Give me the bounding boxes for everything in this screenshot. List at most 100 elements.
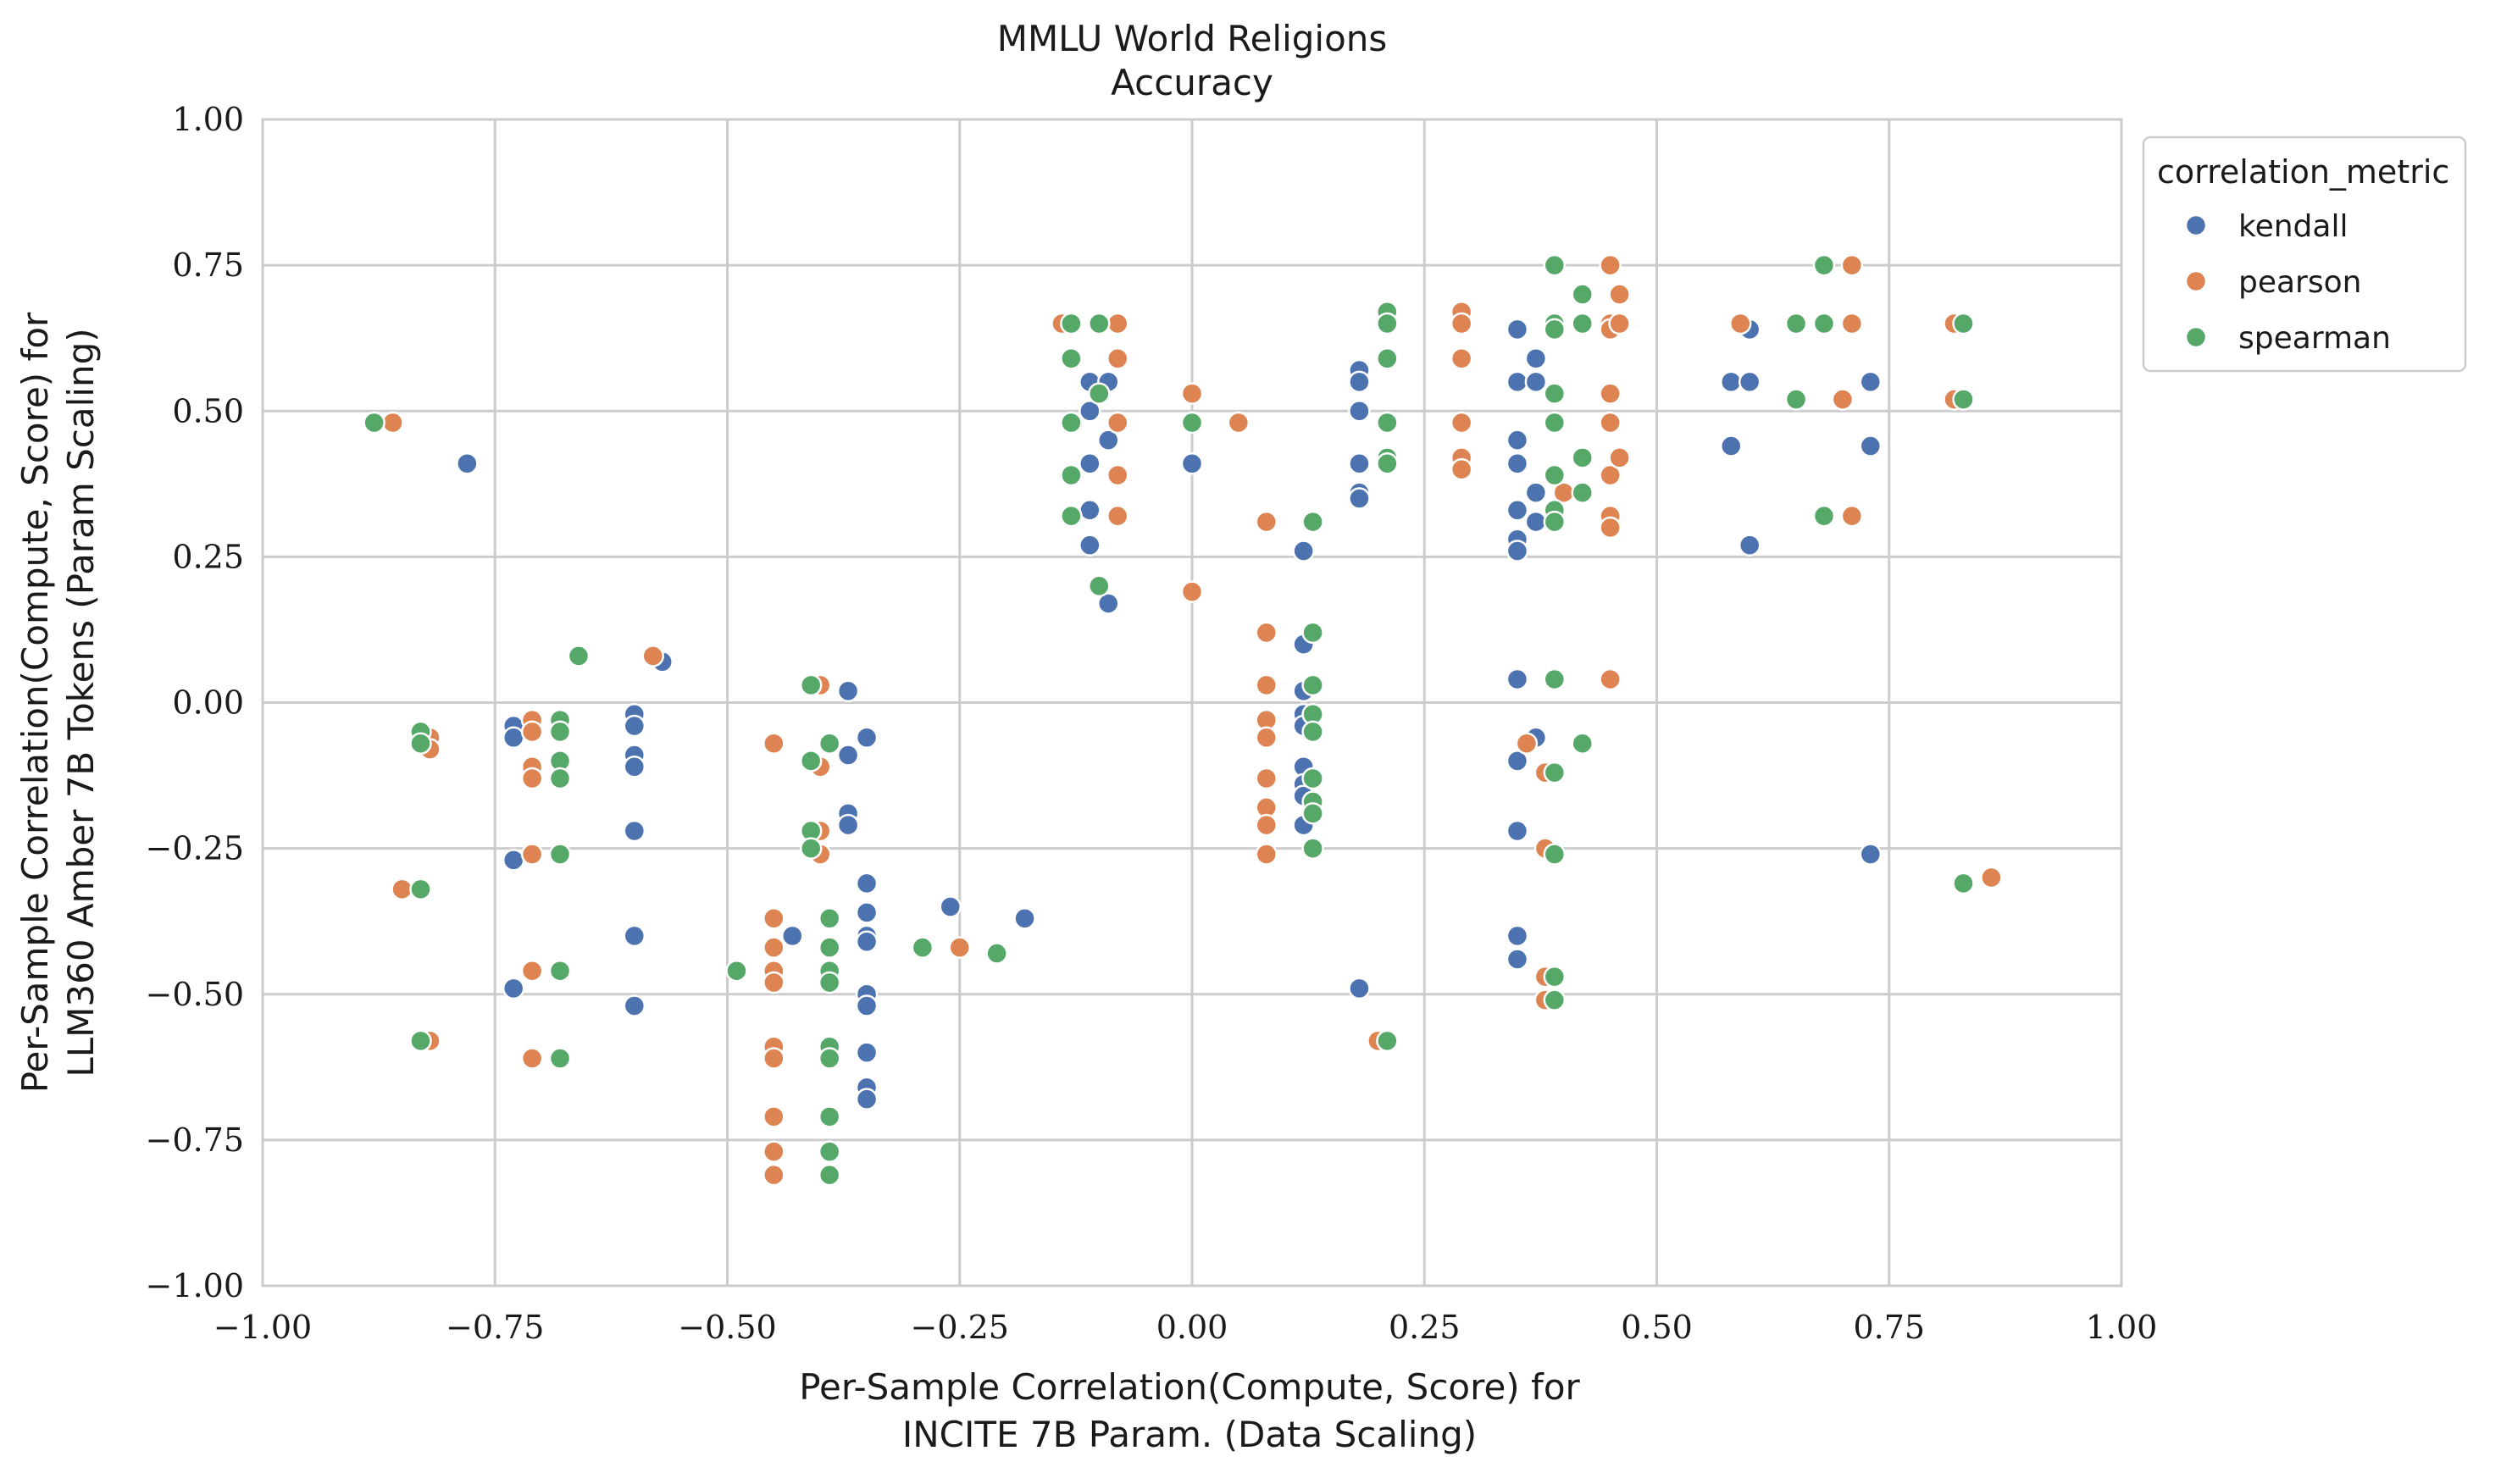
point-kendall — [1079, 400, 1101, 423]
point-spearman — [1571, 283, 1594, 306]
point-pearson — [391, 878, 413, 901]
y-axis-label-line-2: LLM360 Amber 7B Tokens (Param Scaling) — [60, 328, 102, 1077]
point-kendall — [1348, 451, 1371, 475]
point-spearman — [1543, 382, 1567, 405]
point-pearson — [1227, 411, 1250, 435]
x-tick-label: −0.25 — [911, 1309, 1009, 1346]
point-pearson — [520, 1047, 544, 1070]
point-kendall — [1506, 370, 1529, 394]
point-spearman — [567, 645, 591, 667]
point-pearson — [520, 767, 544, 790]
point-spearman — [1376, 312, 1399, 335]
legend-label-pearson: pearson — [2238, 265, 2361, 300]
legend: correlation_metric kendall pearson spearma… — [2142, 136, 2467, 373]
y-tick-label: −0.75 — [146, 1121, 244, 1159]
point-pearson — [520, 843, 544, 866]
point-spearman — [799, 673, 823, 697]
point-kendall — [855, 901, 879, 924]
data-points — [363, 253, 2003, 1187]
point-spearman — [1812, 504, 1836, 528]
series-spearman — [363, 253, 1975, 1187]
point-kendall — [1079, 534, 1101, 556]
point-kendall — [1524, 347, 1548, 370]
point-pearson — [1980, 866, 2003, 889]
point-kendall — [623, 994, 646, 1017]
x-tick-label: −0.75 — [446, 1309, 544, 1346]
point-spearman — [1571, 732, 1594, 755]
point-pearson — [1840, 504, 1864, 528]
point-spearman — [1088, 574, 1111, 598]
point-kendall — [1524, 481, 1548, 504]
point-kendall — [1859, 435, 1883, 457]
point-spearman — [1060, 463, 1083, 487]
point-spearman — [1088, 312, 1111, 335]
point-kendall — [1859, 370, 1883, 394]
point-spearman — [1376, 411, 1399, 435]
point-pearson — [1599, 463, 1622, 487]
point-pearson — [1106, 463, 1129, 487]
point-pearson — [762, 906, 785, 930]
point-spearman — [1812, 253, 1836, 277]
point-pearson — [1255, 673, 1278, 697]
point-pearson — [520, 959, 544, 983]
point-kendall — [1506, 318, 1529, 341]
point-pearson — [1106, 504, 1129, 528]
point-spearman — [548, 959, 572, 983]
point-spearman — [1301, 621, 1324, 645]
point-kendall — [1506, 540, 1529, 562]
point-kendall — [1738, 370, 1761, 394]
point-spearman — [548, 720, 572, 744]
point-pearson — [1515, 732, 1539, 755]
point-kendall — [1506, 451, 1529, 475]
point-kendall — [939, 895, 962, 918]
point-kendall — [1720, 435, 1743, 457]
point-spearman — [799, 837, 823, 860]
point-spearman — [1301, 802, 1324, 825]
chart-title-line-2: Accuracy — [1111, 62, 1273, 103]
legend-marker-kendall — [2184, 213, 2208, 237]
point-pearson — [1608, 446, 1631, 469]
point-spearman — [409, 878, 432, 901]
point-spearman — [725, 959, 748, 983]
point-kendall — [1079, 499, 1101, 522]
legend-box — [2142, 136, 2467, 373]
point-spearman — [799, 750, 823, 772]
x-axis-label: Per-Sample Correlation(Compute, Score) f… — [799, 1366, 1580, 1455]
point-spearman — [1543, 965, 1567, 988]
point-pearson — [762, 936, 785, 959]
point-kendall — [1506, 924, 1529, 948]
point-kendall — [502, 849, 525, 872]
legend-label-spearman: spearman — [2238, 321, 2391, 356]
point-kendall — [623, 755, 646, 778]
point-spearman — [818, 1047, 841, 1070]
point-kendall — [1738, 534, 1761, 556]
y-axis-label: Per-Sample Correlation(Compute, Score) f… — [14, 312, 102, 1093]
point-pearson — [1255, 843, 1278, 866]
x-axis-label-line-1: Per-Sample Correlation(Compute, Score) f… — [799, 1366, 1580, 1408]
plot-area-frame — [261, 118, 2123, 1287]
legend-label-kendall: kendall — [2238, 209, 2348, 244]
x-axis-label-line-2: INCITE 7B Param. (Data Scaling) — [902, 1414, 1477, 1455]
point-kendall — [623, 819, 646, 843]
legend-item-spearman: spearman — [2184, 321, 2391, 356]
point-kendall — [855, 872, 879, 895]
point-spearman — [985, 942, 1008, 965]
point-kendall — [836, 679, 860, 702]
point-spearman — [1543, 761, 1567, 784]
point-pearson — [1599, 411, 1622, 435]
point-spearman — [1543, 843, 1567, 866]
point-pearson — [1180, 382, 1204, 405]
point-spearman — [1060, 312, 1083, 335]
point-spearman — [1571, 446, 1594, 469]
x-tick-label: −0.50 — [678, 1309, 776, 1346]
point-kendall — [502, 977, 525, 1000]
point-pearson — [1450, 457, 1473, 481]
point-pearson — [1255, 813, 1278, 837]
point-spearman — [1952, 872, 1975, 895]
x-tick-label: 0.50 — [1621, 1309, 1693, 1346]
point-kendall — [1013, 906, 1036, 930]
point-pearson — [1450, 411, 1473, 435]
point-kendall — [1506, 499, 1529, 522]
point-kendall — [1859, 843, 1883, 866]
